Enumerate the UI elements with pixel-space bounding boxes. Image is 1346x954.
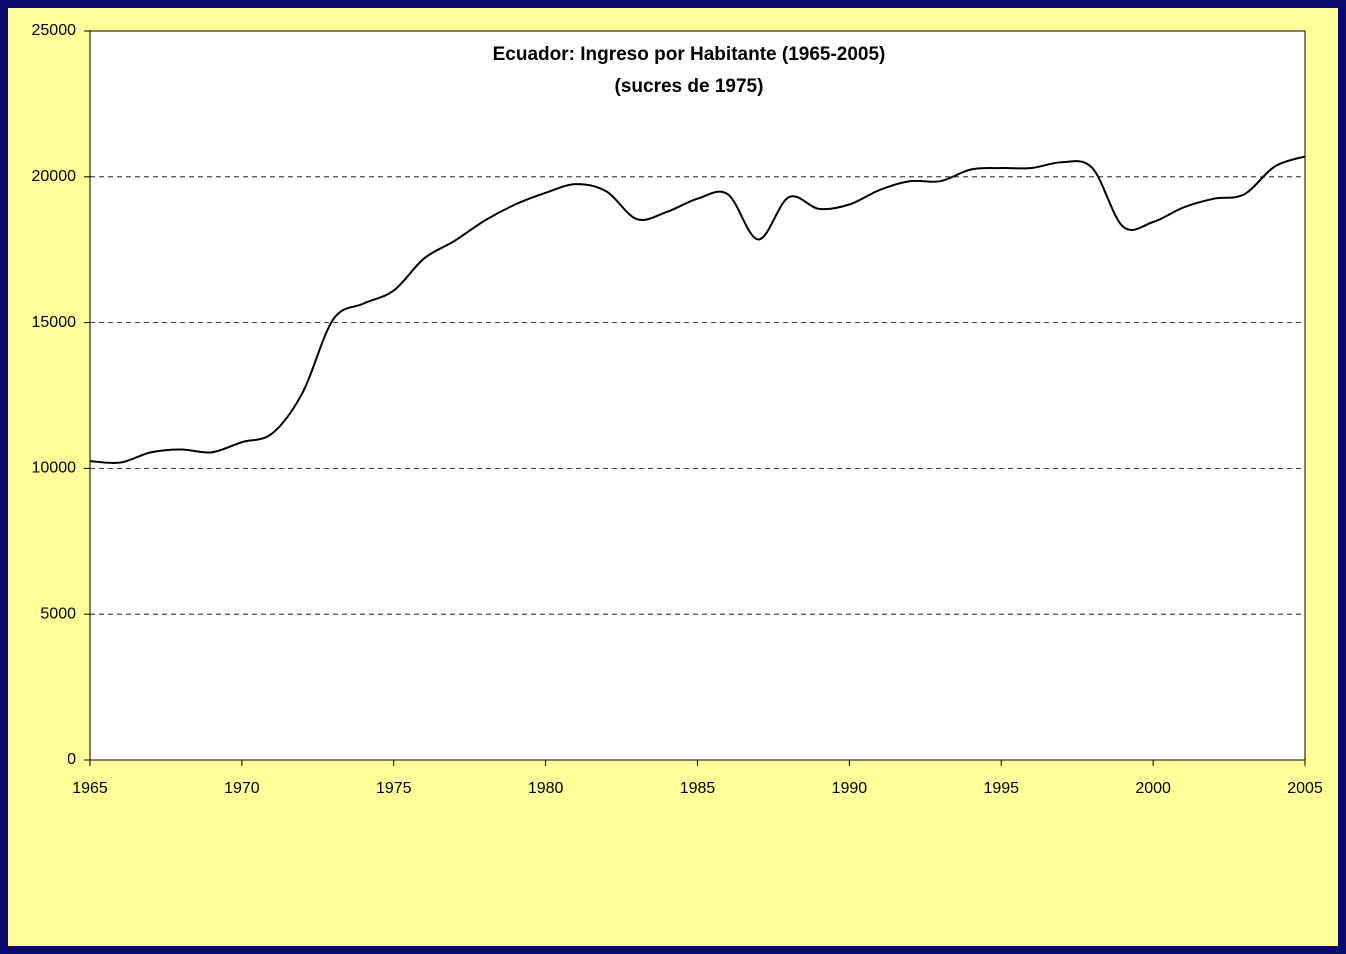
y-tick-label: 15000	[32, 314, 77, 331]
chart-subtitle: (sucres de 1975)	[615, 76, 764, 97]
x-tick-label: 1975	[376, 780, 412, 797]
y-tick-label: 5000	[40, 605, 76, 622]
x-tick-label: 1985	[680, 780, 716, 797]
y-tick-label: 0	[67, 751, 76, 768]
x-tick-label: 2000	[1135, 780, 1171, 797]
x-tick-label: 1980	[528, 780, 564, 797]
x-tick-label: 1990	[832, 780, 868, 797]
y-tick-label: 20000	[32, 168, 77, 185]
x-tick-label: 1995	[983, 780, 1019, 797]
chart-title: Ecuador: Ingreso por Habitante (1965-200…	[493, 44, 886, 65]
y-tick-label: 10000	[32, 460, 77, 477]
y-tick-label: 25000	[32, 22, 77, 39]
plot-area	[89, 30, 1306, 761]
x-tick-label: 1965	[72, 780, 108, 797]
x-tick-label: 1970	[224, 780, 260, 797]
x-tick-label: 2005	[1287, 780, 1323, 797]
line-series	[89, 155, 1306, 464]
